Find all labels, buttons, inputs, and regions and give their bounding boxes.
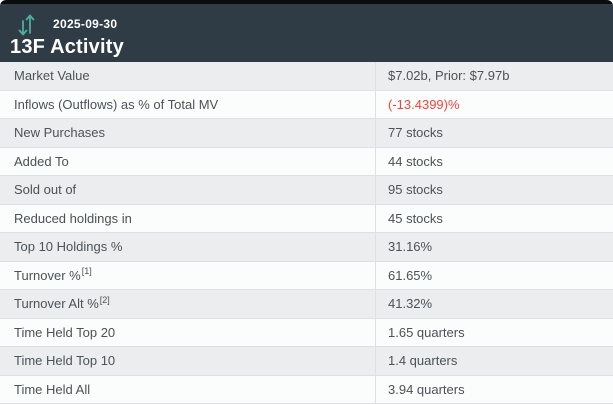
row-label: Inflows (Outflows) as % of Total MV bbox=[0, 91, 375, 119]
page-title: 13F Activity bbox=[10, 36, 124, 58]
row-label: Added To bbox=[0, 148, 375, 176]
row-label-text: Turnover Alt % bbox=[14, 296, 99, 312]
row-label-text: Sold out of bbox=[14, 182, 77, 198]
row-label-text: New Purchases bbox=[14, 125, 106, 141]
row-label: Turnover % [1] bbox=[14, 266, 92, 283]
row-value: 45 stocks bbox=[375, 204, 613, 232]
row-value: 61.65% bbox=[375, 261, 613, 289]
row-value: 95 stocks bbox=[375, 176, 613, 204]
report-date: 2025-09-30 bbox=[53, 17, 118, 31]
row-value: 1.65 quarters bbox=[375, 318, 613, 346]
row-label: Time Held All bbox=[0, 376, 375, 404]
row-label: Turnover Alt % [2] bbox=[14, 294, 110, 312]
table-row: Sold out of 95 stocks bbox=[0, 176, 613, 205]
row-value: 41.32% bbox=[375, 290, 613, 318]
table-row: Reduced holdings in 45 stocks bbox=[0, 204, 613, 233]
row-label: New Purchases bbox=[0, 119, 375, 147]
row-label-text: Top 10 Holdings % bbox=[14, 239, 123, 255]
row-label-text: Market Value bbox=[14, 68, 90, 84]
row-value: 3.94 quarters bbox=[375, 375, 613, 403]
row-label: Time Held Top 20 bbox=[0, 319, 375, 347]
up-down-arrows-icon bbox=[18, 14, 35, 36]
row-value: 31.16% bbox=[375, 233, 613, 261]
row-label: Market Value bbox=[0, 62, 375, 90]
row-label: Time Held Top 10 bbox=[0, 347, 375, 375]
table-row: Turnover % [1] 61.65% bbox=[0, 261, 613, 290]
row-label-text: Time Held Top 20 bbox=[14, 324, 116, 340]
row-label: Sold out of bbox=[0, 176, 375, 204]
table-row: Time Held Top 10 1.4 quarters bbox=[0, 347, 613, 376]
table-row: Time Held Top 20 1.65 quarters bbox=[0, 318, 613, 347]
activity-table: Market Value $7.02b, Prior: $7.97b Inflo… bbox=[0, 62, 613, 404]
table-row: Market Value $7.02b, Prior: $7.97b bbox=[0, 62, 613, 91]
row-label: Top 10 Holdings % bbox=[0, 233, 375, 261]
row-value: 77 stocks bbox=[375, 119, 613, 147]
row-value: 44 stocks bbox=[375, 147, 613, 175]
row-label-text: Time Held All bbox=[14, 381, 91, 397]
table-row: Top 10 Holdings % 31.16% bbox=[0, 233, 613, 262]
table-row: Inflows (Outflows) as % of Total MV (-13… bbox=[0, 90, 613, 119]
row-value: 1.4 quarters bbox=[375, 347, 613, 375]
row-label-text: Turnover % bbox=[14, 267, 81, 283]
table-row: Time Held All 3.94 quarters bbox=[0, 375, 613, 404]
row-label-text: Inflows (Outflows) as % of Total MV bbox=[14, 96, 219, 112]
row-label-text: Added To bbox=[14, 153, 69, 169]
card-header: 2025-09-30 13F Activity bbox=[0, 4, 613, 62]
row-label-text: Time Held Top 10 bbox=[14, 353, 116, 369]
row-label-text: Reduced holdings in bbox=[14, 210, 132, 226]
table-row: New Purchases 77 stocks bbox=[0, 119, 613, 148]
row-label: Reduced holdings in bbox=[0, 205, 375, 233]
top-border bbox=[0, 0, 613, 4]
row-value: $7.02b, Prior: $7.97b bbox=[375, 62, 613, 90]
row-value: (-13.4399)% bbox=[375, 90, 613, 118]
table-row: Added To 44 stocks bbox=[0, 147, 613, 176]
table-row: Turnover Alt % [2] 41.32% bbox=[0, 290, 613, 319]
